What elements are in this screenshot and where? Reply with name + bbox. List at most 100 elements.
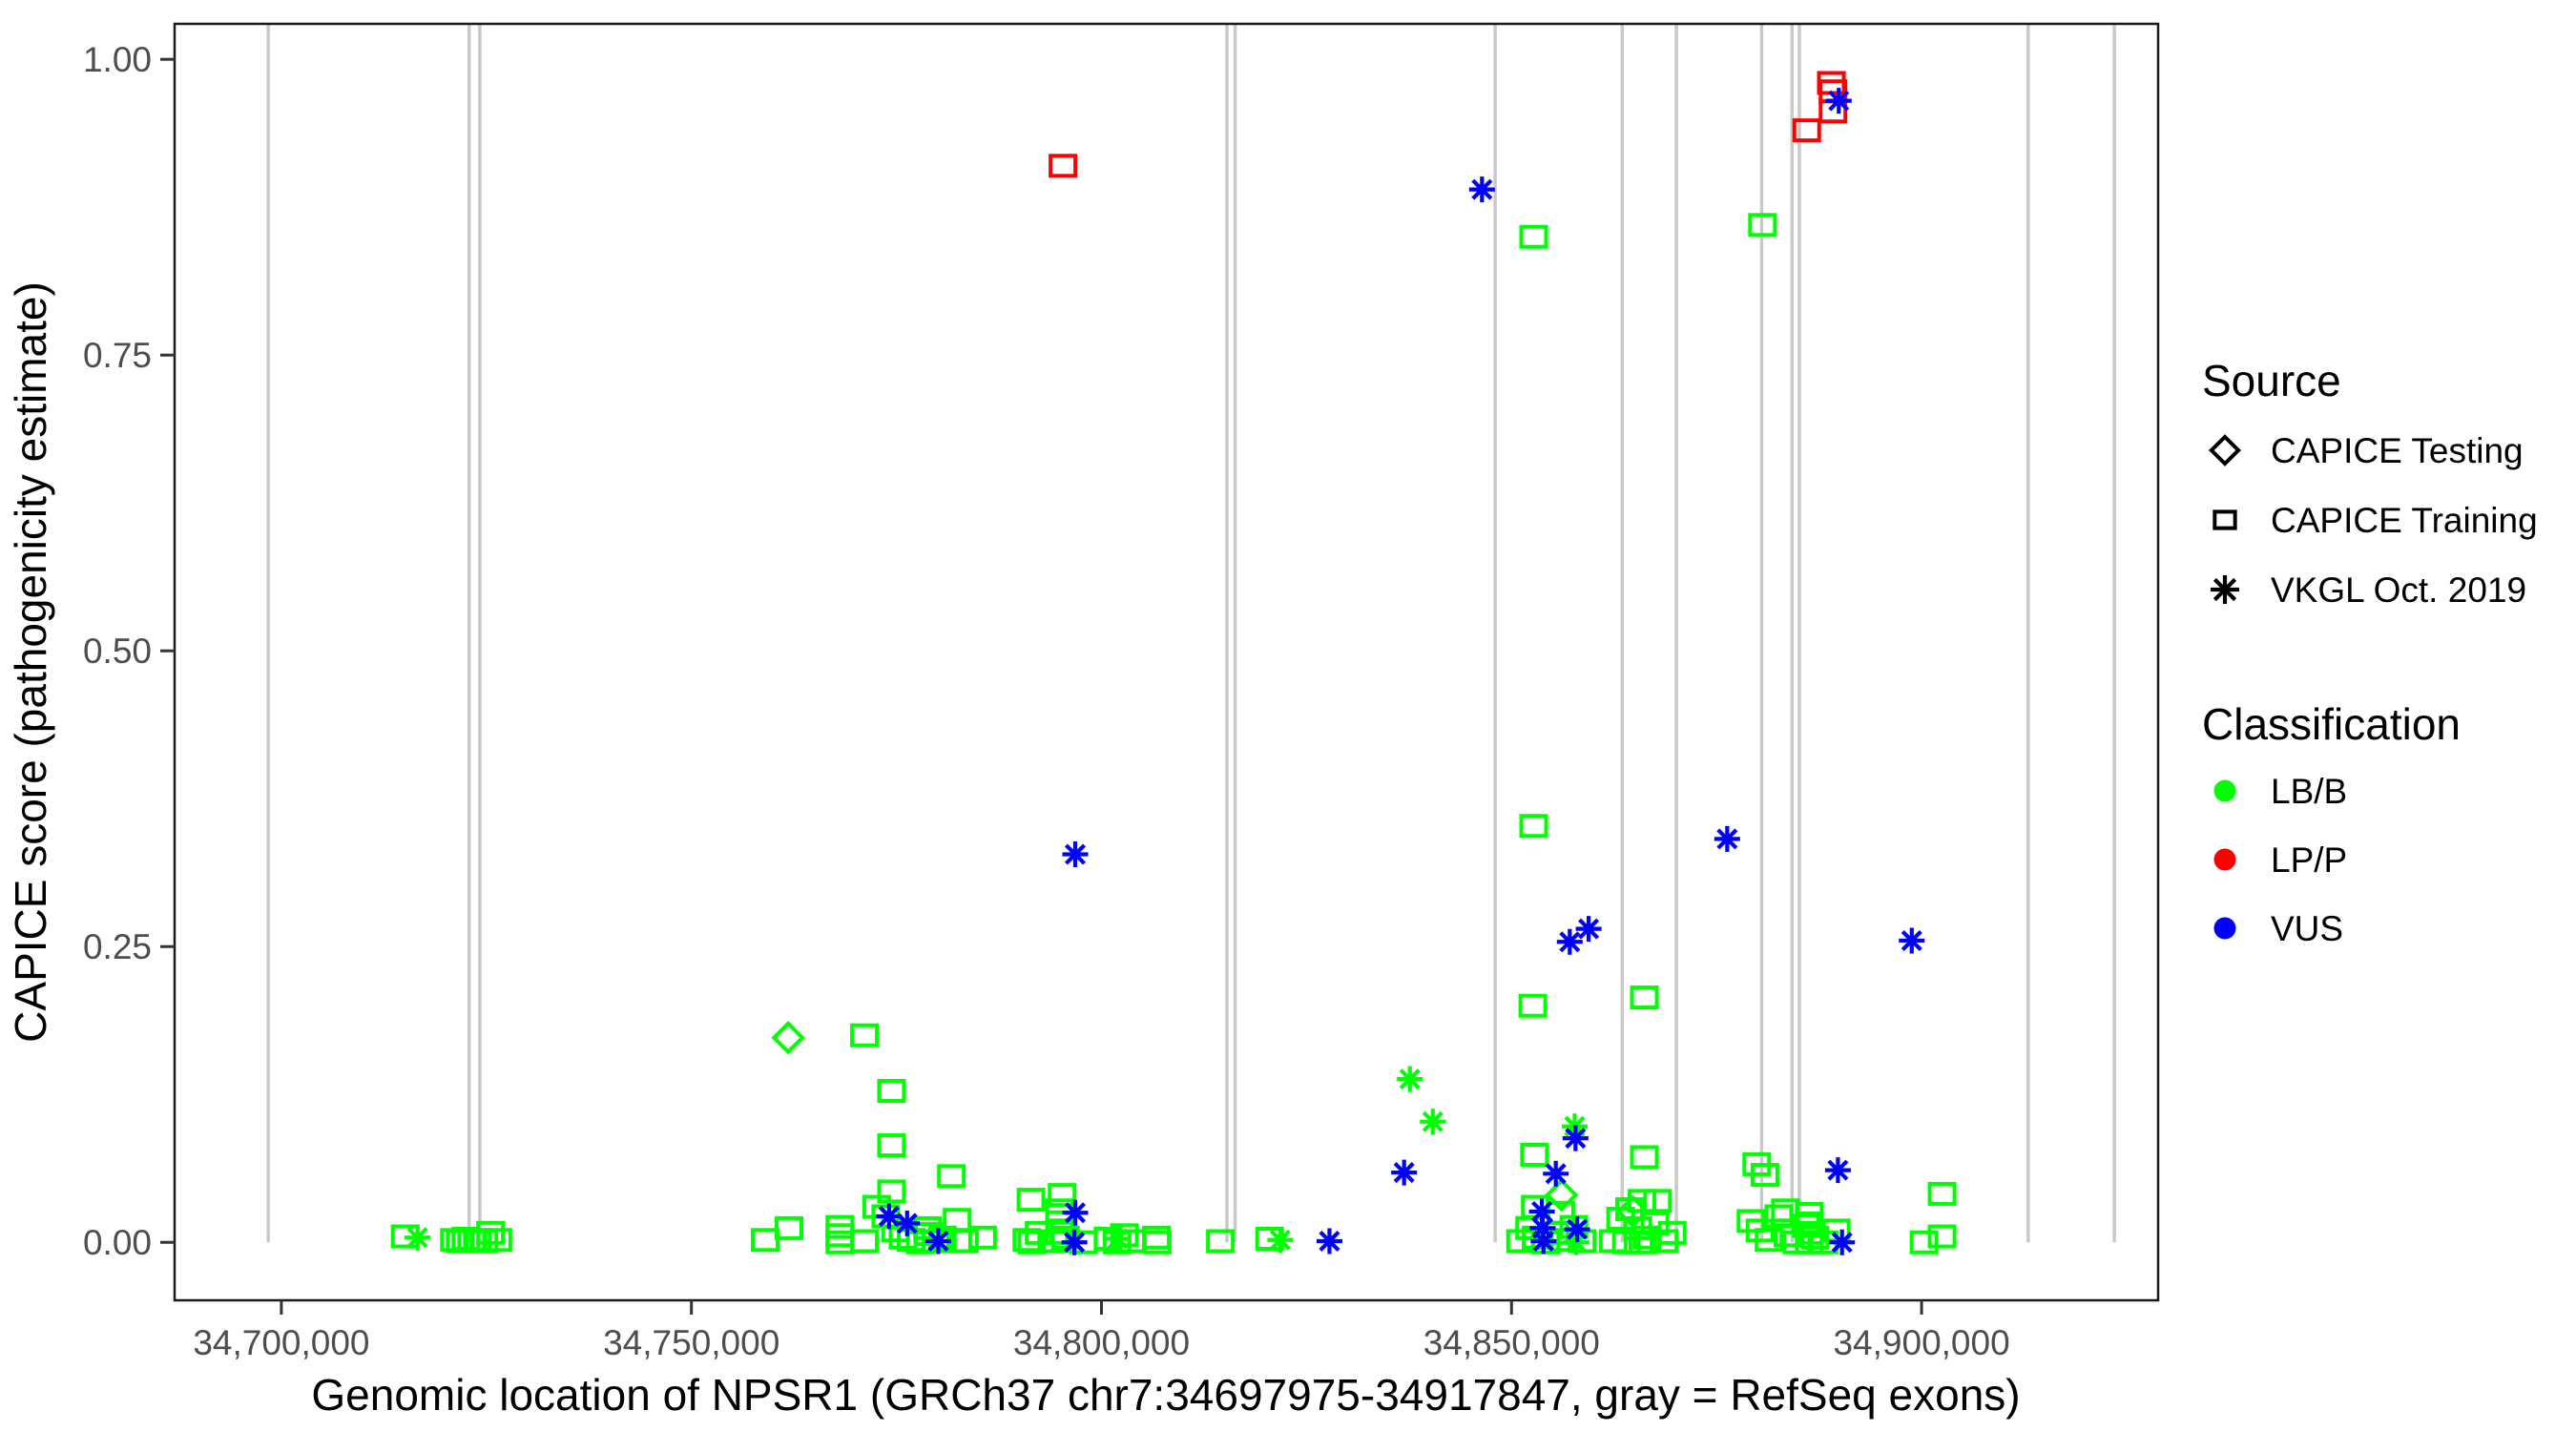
data-point-square — [877, 1133, 906, 1158]
y-tick-label: 0.00 — [83, 1223, 152, 1262]
y-tick-label: 0.50 — [83, 632, 152, 671]
data-point-square — [949, 1229, 979, 1254]
data-point-square — [1927, 1224, 1957, 1249]
x-tick-label: 34,750,000 — [603, 1323, 779, 1362]
asterisk-ray — [1531, 1200, 1553, 1223]
asterisk-ray — [1565, 1128, 1587, 1150]
asterisk-ray — [1901, 929, 1922, 952]
y-axis: 0.00 0.25 0.50 0.75 1.00 — [83, 40, 175, 1262]
data-point-diamond — [771, 1021, 805, 1055]
x-tick-label: 34,700,000 — [193, 1323, 369, 1362]
data-point-square — [1206, 1229, 1236, 1254]
asterisk-ray — [1559, 931, 1581, 953]
y-tick-label: 0.25 — [83, 927, 152, 966]
asterisk-ray — [1064, 1202, 1087, 1224]
data-point-asterisk — [1824, 1157, 1851, 1184]
data-points-layer — [390, 71, 1957, 1255]
asterisk-ray — [1545, 1163, 1567, 1185]
legend: Source CAPICE Testing CAPICE Training VKGL… — [2202, 356, 2538, 948]
asterisk-ray — [1471, 178, 1493, 200]
data-point-square — [1630, 985, 1659, 1010]
data-point-asterisk — [1397, 1066, 1423, 1092]
data-point-asterisk — [1562, 1125, 1589, 1151]
asterisk-ray — [1107, 1228, 1129, 1250]
asterisk-ray — [1578, 918, 1600, 940]
data-point-asterisk — [1829, 1229, 1856, 1255]
asterisk-ray — [1532, 1230, 1554, 1253]
asterisk-ray — [1269, 1229, 1291, 1251]
data-point-square — [1630, 1145, 1659, 1170]
asterisk-ray — [406, 1227, 428, 1249]
data-point-square — [1750, 1163, 1779, 1188]
data-point-asterisk — [924, 1228, 951, 1255]
legend-class-swatch — [2213, 848, 2236, 871]
data-point-square — [1611, 1230, 1641, 1255]
data-point-square — [1748, 213, 1777, 238]
data-point-square — [1795, 1230, 1824, 1255]
asterisk-ray — [1828, 90, 1850, 112]
data-point-asterisk — [1420, 1109, 1446, 1135]
asterisk-ray — [878, 1205, 900, 1227]
data-point-asterisk — [1825, 88, 1852, 114]
data-point-square — [877, 1079, 906, 1104]
data-point-square — [1559, 1214, 1589, 1239]
asterisk-ray — [1716, 828, 1738, 850]
data-point-square — [483, 1228, 512, 1253]
asterisk-ray — [1567, 1218, 1589, 1240]
data-point-asterisk — [1105, 1226, 1132, 1253]
data-point-square — [1643, 1189, 1672, 1213]
legend-class-label: VUS — [2271, 909, 2343, 948]
data-point-asterisk — [1062, 841, 1089, 868]
data-point-square — [1016, 1188, 1046, 1213]
asterisk-ray — [1064, 1232, 1086, 1254]
data-point-square — [1049, 154, 1078, 178]
data-point-square — [937, 1164, 966, 1189]
data-point-square — [1518, 993, 1548, 1018]
asterisk-ray — [927, 1230, 949, 1253]
data-point-square — [1048, 1183, 1077, 1208]
data-point-square — [1520, 1142, 1549, 1167]
data-point-asterisk — [1267, 1227, 1294, 1254]
data-point-asterisk — [1468, 176, 1495, 203]
data-point-square — [1628, 1230, 1657, 1255]
data-point-asterisk — [1528, 1198, 1555, 1225]
data-point-asterisk — [1564, 1216, 1590, 1243]
refseq-exon-lines — [266, 24, 2116, 1243]
data-point-asterisk — [1543, 1160, 1569, 1187]
data-point-square — [850, 1229, 880, 1254]
asterisk-ray — [896, 1213, 918, 1234]
x-tick-label: 34,850,000 — [1423, 1323, 1600, 1362]
asterisk-ray — [1422, 1110, 1444, 1132]
asterisk-ray — [1399, 1068, 1421, 1090]
x-axis: 34,700,000 34,750,000 34,800,000 34,850,000… — [193, 1300, 2010, 1362]
data-point-square — [476, 1220, 506, 1245]
data-point-asterisk — [894, 1210, 921, 1236]
data-point-asterisk — [2211, 575, 2239, 604]
data-point-asterisk — [1062, 1199, 1089, 1226]
data-point-square — [1755, 1228, 1784, 1253]
legend-class-label: LB/B — [2271, 772, 2347, 811]
data-point-square — [1657, 1220, 1687, 1245]
data-point-square — [850, 1023, 880, 1047]
legend-class-label: LP/P — [2271, 840, 2347, 880]
data-point-asterisk — [1575, 916, 1602, 943]
asterisk-ray — [1827, 1159, 1849, 1181]
data-point-asterisk — [405, 1224, 431, 1251]
data-point-square — [1519, 224, 1548, 249]
legend-source-label: CAPICE Testing — [2271, 431, 2524, 470]
data-point-square — [2212, 509, 2237, 530]
legend-classification-items: LB/B LP/P VUS — [2213, 772, 2347, 948]
y-axis-title: CAPICE score (pathogenicity estimate) — [6, 281, 55, 1043]
data-point-square — [1927, 1181, 1957, 1206]
data-point-square — [1142, 1230, 1172, 1255]
asterisk-ray — [1393, 1162, 1415, 1184]
data-point-square — [1519, 814, 1548, 839]
x-axis-title: Genomic location of NPSR1 (GRCh37 chr7:3… — [311, 1370, 2020, 1420]
asterisk-ray — [1319, 1230, 1340, 1253]
data-point-square — [774, 1215, 803, 1240]
data-point-square — [1909, 1230, 1939, 1255]
y-tick-label: 0.75 — [83, 336, 152, 375]
legend-source-items: CAPICE Testing CAPICE Training VKGL Oct. 2… — [2209, 431, 2538, 610]
